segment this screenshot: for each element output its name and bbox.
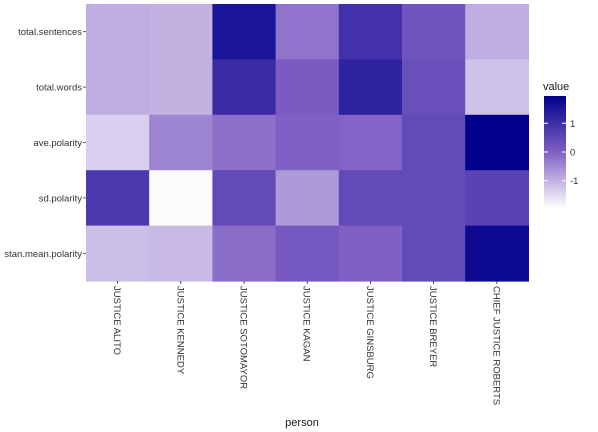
cell-ave-polarity-justice-sotomayor: [212, 114, 277, 171]
cell-stan-mean-polarity-justice-kennedy: [149, 225, 213, 282]
cell-total-words-justice-kennedy: [149, 59, 213, 116]
cell-sd-polarity-justice-ginsburg: [338, 170, 403, 227]
cell-total-sentences-justice-kennedy: [149, 4, 213, 60]
cell-stan-mean-polarity-chief-justice-roberts: [465, 225, 529, 282]
y-tick-label: ave.polarity: [33, 138, 82, 149]
cell-total-sentences-justice-alito: [86, 4, 150, 60]
cell-sd-polarity-chief-justice-roberts: [465, 170, 529, 227]
y-tick-label: total.sentences: [18, 27, 82, 38]
y-axis-labels: total.sentences total.words ave.polarity sd…: [4, 27, 82, 260]
x-tick-label: JUSTICE SOTOMAYOR: [238, 286, 249, 389]
cell-stan-mean-polarity-justice-breyer: [402, 225, 466, 282]
cell-stan-mean-polarity-justice-ginsburg: [338, 225, 403, 282]
cell-stan-mean-polarity-justice-kagan: [275, 225, 340, 282]
cell-ave-polarity-justice-breyer: [402, 114, 466, 171]
y-tick-label: sd.polarity: [39, 193, 83, 204]
x-tick-label: JUSTICE ALITO: [111, 286, 122, 355]
cell-ave-polarity-justice-alito: [86, 114, 150, 171]
cell-total-sentences-justice-ginsburg: [338, 4, 403, 60]
cell-sd-polarity-justice-alito: [86, 170, 150, 227]
cell-ave-polarity-justice-ginsburg: [338, 114, 403, 171]
x-tick-label: JUSTICE KAGAN: [301, 286, 312, 362]
heatmap-cells: [86, 4, 529, 282]
cell-total-words-chief-justice-roberts: [465, 59, 529, 116]
x-axis-labels: JUSTICE ALITO JUSTICE KENNEDY JUSTICE SOTO…: [111, 286, 501, 405]
cell-sd-polarity-justice-kagan: [275, 170, 340, 227]
cell-total-sentences-justice-sotomayor: [212, 4, 277, 60]
cell-stan-mean-polarity-justice-sotomayor: [212, 225, 277, 282]
cell-ave-polarity-chief-justice-roberts: [465, 114, 529, 171]
legend-colorbar: [544, 96, 566, 208]
x-tick-label: JUSTICE GINSBURG: [364, 286, 375, 379]
y-tick-label: stan.mean.polarity: [4, 249, 82, 260]
cell-ave-polarity-justice-kennedy: [149, 114, 213, 171]
cell-total-sentences-justice-breyer: [402, 4, 466, 60]
cell-sd-polarity-justice-sotomayor: [212, 170, 277, 227]
cell-total-words-justice-breyer: [402, 59, 466, 116]
x-tick-label: JUSTICE BREYER: [427, 286, 438, 367]
legend-title: value: [543, 81, 569, 93]
legend-tick-label: 1: [570, 119, 575, 130]
x-axis-ticks: [117, 281, 498, 284]
cell-total-words-justice-sotomayor: [212, 59, 277, 116]
cell-sd-polarity-justice-breyer: [402, 170, 466, 227]
legend-tick-label: 0: [570, 148, 575, 159]
cell-total-words-justice-kagan: [275, 59, 340, 116]
x-tick-label: JUSTICE KENNEDY: [174, 286, 185, 375]
legend-ticks: 1 0 -1: [544, 119, 578, 187]
x-tick-label: CHIEF JUSTICE ROBERTS: [490, 286, 501, 405]
cell-total-words-justice-ginsburg: [338, 59, 403, 116]
cell-total-words-justice-alito: [86, 59, 150, 116]
cell-ave-polarity-justice-kagan: [275, 114, 340, 171]
legend-tick-label: -1: [570, 176, 578, 187]
cell-sd-polarity-justice-kennedy: [149, 170, 213, 227]
cell-stan-mean-polarity-justice-alito: [86, 225, 150, 282]
color-legend: value 1 0 -1: [543, 81, 578, 208]
y-axis-ticks: [83, 31, 86, 254]
cell-total-sentences-chief-justice-roberts: [465, 4, 529, 60]
y-tick-label: total.words: [36, 83, 82, 94]
cell-total-sentences-justice-kagan: [275, 4, 340, 60]
x-axis-title: person: [285, 417, 319, 429]
